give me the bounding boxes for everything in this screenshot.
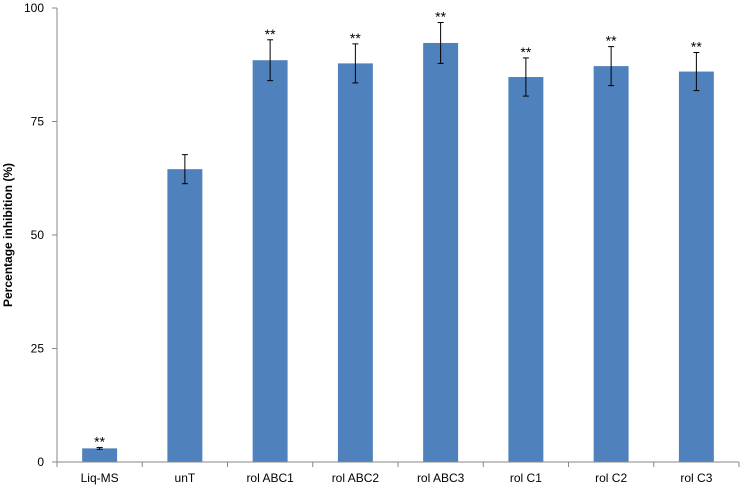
x-axis-ticks	[56, 462, 740, 467]
significance-label: **	[435, 9, 446, 25]
x-tick-label: rol ABC2	[332, 471, 380, 485]
x-tick-label: rol ABC1	[246, 471, 294, 485]
significance-label: **	[606, 33, 617, 49]
y-axis-label: Percentage inhibition (%)	[1, 163, 15, 307]
significance-label: **	[94, 433, 105, 449]
error-bar	[693, 51, 700, 92]
bar	[423, 42, 459, 462]
y-tick-label: 50	[31, 228, 45, 242]
error-bar	[608, 46, 615, 87]
x-tick-label: rol C1	[510, 471, 542, 485]
y-tick-label: 25	[31, 342, 45, 356]
error-bar	[352, 43, 359, 84]
bar	[508, 77, 544, 463]
y-tick-label: 75	[31, 115, 45, 129]
error-bar	[181, 154, 188, 185]
significance-label: **	[350, 30, 361, 46]
bar	[82, 448, 118, 462]
significance-label: **	[691, 38, 702, 54]
significance-label: **	[265, 26, 276, 42]
error-bars	[96, 22, 700, 450]
bar	[167, 169, 203, 463]
x-tick-label: unT	[175, 471, 196, 485]
bars	[82, 42, 714, 463]
x-tick-label: rol C3	[680, 471, 712, 485]
significance-label: **	[520, 44, 531, 60]
bar	[593, 66, 629, 462]
error-bar	[267, 39, 274, 82]
y-tick-label: 100	[24, 1, 44, 15]
y-tick-label: 0	[37, 455, 44, 469]
significance-annotations: ** ** ** ** ** ** **	[94, 9, 702, 450]
x-tick-label: rol ABC3	[417, 471, 465, 485]
bar	[252, 60, 288, 463]
x-tick-label: rol C2	[595, 471, 627, 485]
error-bar	[437, 22, 444, 64]
bar	[337, 63, 373, 462]
error-bar	[96, 446, 103, 450]
error-bar	[522, 57, 529, 97]
y-axis-ticks	[52, 7, 57, 463]
x-axis-tick-labels: Liq-MS unT rol ABC1 rol ABC2 rol ABC3 rol C1 r…	[81, 471, 713, 485]
y-axis-tick-labels: 0 25 50 75 100	[24, 1, 44, 469]
bar	[678, 71, 714, 462]
x-tick-label: Liq-MS	[81, 471, 119, 485]
